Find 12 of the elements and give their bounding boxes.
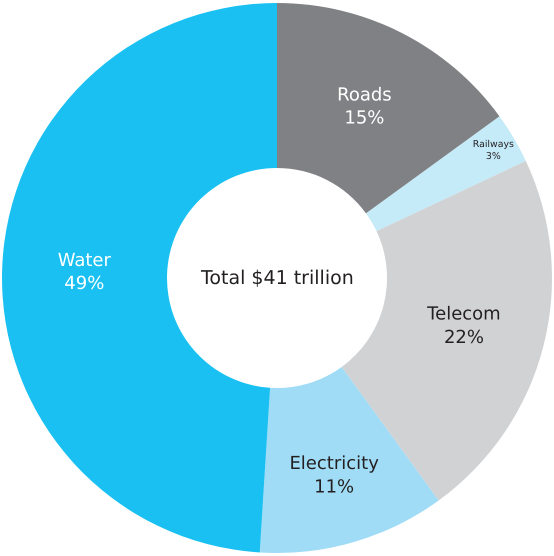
data-label: 49% (64, 273, 104, 294)
data-label: 15% (344, 108, 384, 129)
slice-label: Electricity (289, 453, 380, 474)
slice-label: Roads (337, 84, 392, 106)
data-label: 3% (486, 151, 501, 162)
text: Total $41 trillion (200, 267, 354, 289)
slice-label: Telecom (426, 304, 501, 325)
data-label: 11% (314, 476, 354, 498)
donut-slice (260, 366, 439, 553)
slice-label: Railways (472, 138, 514, 150)
data-label: 22% (444, 327, 484, 348)
slice-label: Water (58, 250, 112, 271)
